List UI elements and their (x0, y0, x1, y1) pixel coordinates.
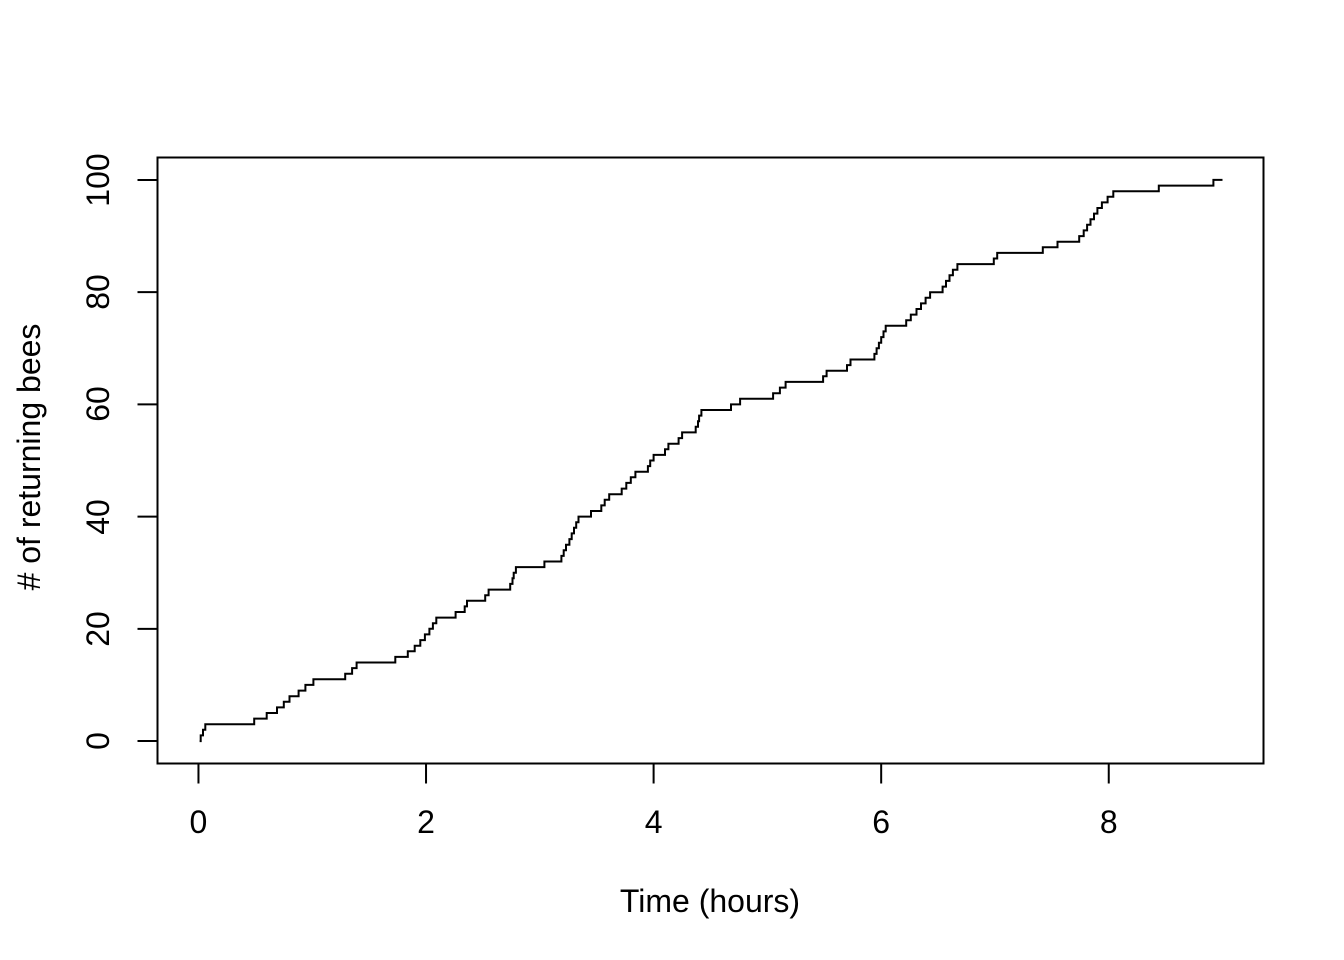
y-tick-label: 100 (80, 153, 116, 207)
x-tick-label: 0 (189, 804, 208, 840)
y-tick-label: 0 (80, 732, 116, 750)
y-axis-ticks (137, 178, 157, 743)
step-curve (199, 178, 1223, 743)
plot-border (156, 156, 1265, 765)
x-tick-label: 2 (417, 804, 435, 840)
x-axis-title: Time (hours) (619, 883, 801, 919)
x-tick-label: 8 (1099, 804, 1118, 840)
y-tick-label: 60 (80, 386, 116, 423)
y-tick-label: 40 (80, 498, 116, 535)
y-tick-label: 80 (80, 274, 116, 310)
y-tick-label: 20 (80, 611, 116, 647)
x-tick-label: 6 (872, 804, 891, 840)
x-tick-label: 4 (644, 804, 663, 840)
x-axis-ticks (197, 764, 1110, 784)
y-axis-title: # of returning bees (11, 323, 47, 591)
